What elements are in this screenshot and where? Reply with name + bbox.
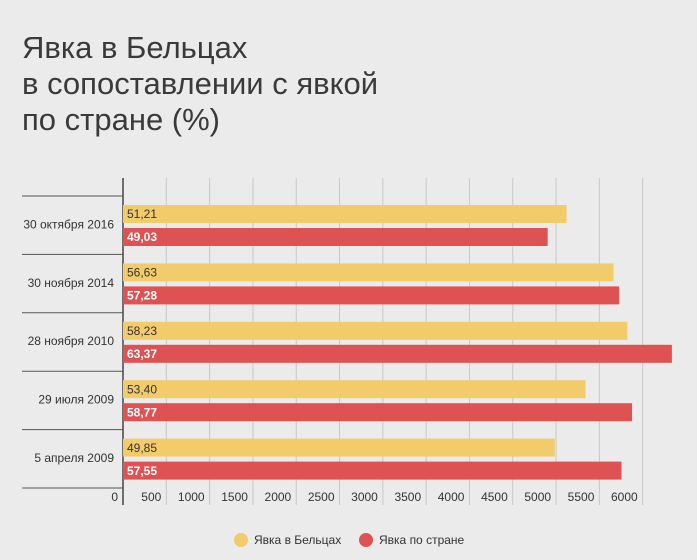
x-tick-label: 0 bbox=[111, 490, 118, 504]
y-tick-label: 30 ноября 2014 bbox=[28, 276, 115, 290]
y-tick-label: 30 октября 2016 bbox=[23, 217, 114, 231]
value-label: 57,55 bbox=[127, 464, 157, 478]
x-tick-label: 6000 bbox=[611, 490, 638, 504]
bar bbox=[123, 380, 586, 399]
bar bbox=[123, 438, 555, 457]
value-label: 63,37 bbox=[127, 347, 157, 361]
chart-title: в сопоставлении с явкой bbox=[22, 66, 378, 101]
x-tick-label: 5500 bbox=[568, 490, 595, 504]
x-tick-label: 5000 bbox=[524, 490, 551, 504]
x-tick-label: 2000 bbox=[265, 490, 292, 504]
legend-label: Явка в Бельцах bbox=[254, 533, 341, 547]
bar bbox=[123, 403, 633, 422]
value-label: 51,21 bbox=[127, 207, 157, 221]
x-tick-label: 2500 bbox=[308, 490, 335, 504]
legend-marker bbox=[359, 533, 373, 547]
value-label: 53,40 bbox=[127, 382, 157, 396]
x-tick-label: 4000 bbox=[438, 490, 465, 504]
chart-title: по стране (%) bbox=[22, 102, 220, 137]
bar bbox=[123, 321, 628, 340]
bar bbox=[123, 344, 672, 363]
y-tick-label: 29 июля 2009 bbox=[38, 393, 114, 407]
x-tick-label: 3000 bbox=[351, 490, 378, 504]
bar bbox=[123, 263, 614, 282]
y-tick-label: 5 апреля 2009 bbox=[34, 451, 114, 465]
bar bbox=[123, 286, 620, 305]
value-label: 58,77 bbox=[127, 405, 157, 419]
x-tick-label: 1500 bbox=[221, 490, 248, 504]
value-label: 49,85 bbox=[127, 441, 157, 455]
x-tick-label: 4500 bbox=[481, 490, 508, 504]
x-tick-label: 3500 bbox=[394, 490, 421, 504]
bar bbox=[123, 205, 567, 223]
chart-title: Явка в Бельцах bbox=[22, 30, 248, 65]
bar bbox=[123, 228, 548, 246]
value-label: 56,63 bbox=[127, 266, 157, 280]
value-label: 57,28 bbox=[127, 289, 157, 303]
x-tick-label: 1000 bbox=[178, 490, 205, 504]
bar bbox=[123, 461, 622, 480]
legend-marker bbox=[234, 533, 248, 547]
value-label: 58,23 bbox=[127, 324, 157, 338]
legend-label: Явка по стране bbox=[379, 533, 465, 547]
value-label: 49,03 bbox=[127, 230, 157, 244]
y-tick-label: 28 ноября 2010 bbox=[28, 334, 115, 348]
x-tick-label: 500 bbox=[141, 490, 161, 504]
